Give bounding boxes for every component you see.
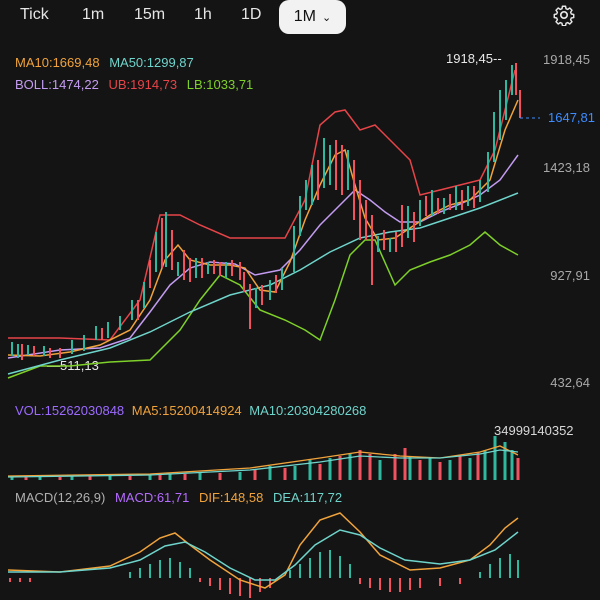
boll-upper-line [8,69,516,341]
boll-value: BOLL:1474,22 [15,77,99,92]
gear-icon[interactable] [553,4,575,26]
macd-dif-line [7,512,519,589]
volume-legend: VOL:15262030848 MA5:15200414924 MA10:203… [15,403,366,418]
tab-1m[interactable]: 1m [82,6,105,23]
ma50-line [7,192,519,375]
boll-lower-line [7,231,519,379]
tab-1month-label: 1M [293,8,316,25]
tab-1d[interactable]: 1D [241,6,262,23]
price-axis-label-2: 1423,18 [543,160,590,175]
ma50-value: MA50:1299,87 [109,55,194,70]
boll-legend: BOLL:1474,22 UB:1914,73 LB:1033,71 [15,77,253,92]
vol-ma5-value: MA5:15200414924 [131,403,242,418]
volume-max-label: 34999140352 [494,423,574,438]
high-price-marker: 1918,45-- [446,51,502,66]
dea-value: DEA:117,72 [272,490,343,505]
macd-dea-line [8,529,519,581]
macd-legend: MACD(12,26,9) MACD:61,71 DIF:148,58 DEA:… [15,490,342,505]
macd-params: MACD(12,26,9) [15,490,106,505]
timeframe-bar: Tick 1m 15m 1h 1D 1M ⌄ [0,0,600,34]
ma10-line [7,99,519,357]
tab-tick[interactable]: Tick [20,6,49,23]
lb-value: LB:1033,71 [186,77,254,92]
price-axis-label-3: 927,91 [550,268,590,283]
price-axis-label-4: 432,64 [550,375,590,390]
tab-1h[interactable]: 1h [194,6,212,23]
current-price-label: 1647,81 [546,110,597,125]
candles [11,63,521,360]
tab-1month-active[interactable]: 1M ⌄ [279,0,346,34]
dif-value: DIF:148,58 [198,490,264,505]
macd-value: MACD:61,71 [114,490,190,505]
chevron-down-icon: ⌄ [322,11,332,24]
tab-15m[interactable]: 15m [134,6,166,23]
volume-bars [7,436,520,480]
boll-mid-line [7,154,519,359]
ma-legend: MA10:1669,48 MA50:1299,87 [15,55,194,70]
ma10-value: MA10:1669,48 [15,55,100,70]
vol-value: VOL:15262030848 [15,403,125,418]
macd-histogram [9,550,519,598]
ub-value: UB:1914,73 [108,77,178,92]
vol-ma10-value: MA10:20304280268 [249,403,367,418]
price-axis-label-1: 1918,45 [543,52,590,67]
